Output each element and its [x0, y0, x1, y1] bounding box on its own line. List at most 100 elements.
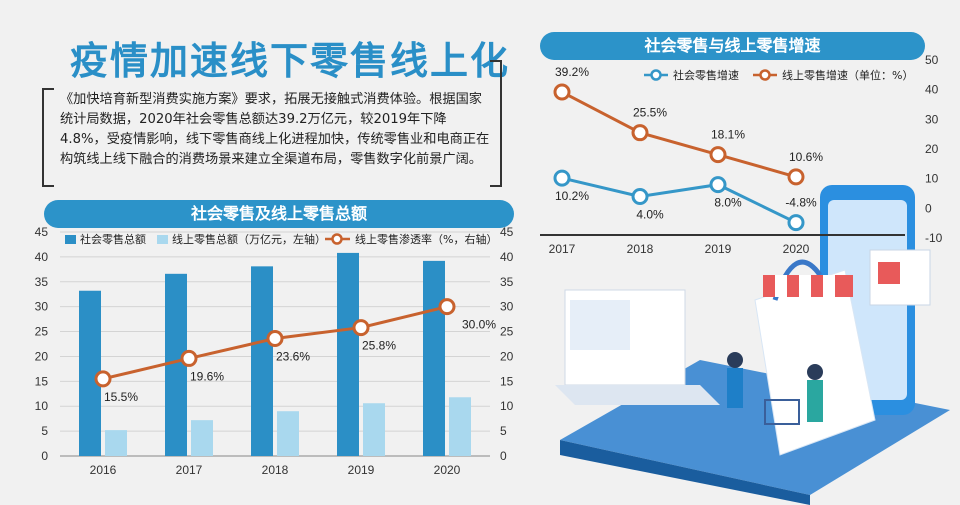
- chart1-x-tick: 2018: [262, 463, 289, 477]
- chart2-online-growth-label: 18.1%: [711, 128, 745, 142]
- chart2-online-growth-point: [709, 146, 727, 164]
- chart1-y-left-tick: 10: [35, 399, 49, 413]
- chart1-penetration-label: 30.0%: [462, 318, 496, 332]
- chart1-y-left-tick: 0: [41, 449, 48, 463]
- chart1-bar-total: [251, 266, 273, 456]
- chart1-y-right-tick: 25: [500, 325, 514, 339]
- chart2-retail-growth-point: [631, 187, 649, 205]
- shopping-illustration: [555, 185, 950, 505]
- awning-stripe: [823, 275, 835, 297]
- shopper-body: [727, 368, 743, 408]
- chart1-x-tick: 2020: [434, 463, 461, 477]
- chart1-y-left-tick: 20: [35, 349, 49, 363]
- chart2-retail-growth-label: 4.0%: [636, 207, 664, 221]
- chart1-y-right-tick: 35: [500, 275, 514, 289]
- shopper-icon: [807, 364, 823, 380]
- chart1-bar-total: [79, 290, 101, 456]
- chart1-y-left-tick: 30: [35, 300, 49, 314]
- chart2-x-tick: 2017: [549, 242, 576, 256]
- chart1-penetration-point: [352, 319, 370, 337]
- chart1-x-tick: 2017: [176, 463, 203, 477]
- chart1-penetration-label: 25.8%: [362, 339, 396, 353]
- awning-stripe: [775, 275, 787, 297]
- chart2-online-growth-label: 10.6%: [789, 150, 823, 164]
- chart2-y-tick: 40: [925, 83, 939, 97]
- awning-stripe: [799, 275, 811, 297]
- chart2-retail-growth-label: 10.2%: [555, 189, 589, 203]
- chart1-x-tick: 2019: [348, 463, 375, 477]
- chart1-legend-swatch: [65, 235, 76, 244]
- chart2-retail-growth-label: 8.0%: [714, 196, 742, 210]
- chart1-penetration-point: [438, 298, 456, 316]
- chart2-y-tick: 20: [925, 142, 939, 156]
- chart1-y-right-tick: 40: [500, 250, 514, 264]
- chart2-y-tick: 50: [925, 53, 939, 67]
- chart1-bar-online: [277, 411, 299, 456]
- laptop-base-icon: [555, 385, 720, 405]
- chart1-y-left-tick: 25: [35, 325, 49, 339]
- chart1-y-right-tick: 10: [500, 399, 514, 413]
- chart2-y-tick: 30: [925, 112, 939, 126]
- shirt-icon: [878, 262, 900, 284]
- chart2-y-tick: -10: [925, 231, 943, 245]
- chart2-title: 社会零售与线上零售增速: [540, 32, 925, 60]
- chart1-y-left-tick: 40: [35, 250, 49, 264]
- chart2-x-tick: 2020: [783, 242, 810, 256]
- chart1-penetration-point: [180, 349, 198, 367]
- quote-bracket-left: [42, 88, 54, 187]
- chart2-retail-growth-label: -4.8%: [785, 196, 817, 210]
- chart1-bar-total: [165, 273, 187, 456]
- chart1-y-left-tick: 35: [35, 275, 49, 289]
- chart1-bar-online: [449, 397, 471, 456]
- chart1-legend-marker: [331, 233, 343, 245]
- chart2-legend-marker: [759, 69, 771, 81]
- cart-icon: [764, 399, 800, 425]
- chart1-y-right-tick: 15: [500, 374, 514, 388]
- chart1-bar-online: [363, 403, 385, 456]
- chart2-online-growth-line: [561, 90, 797, 179]
- chart2-online-growth-point: [553, 83, 571, 101]
- chart2-legend-retail: 社会零售增速: [673, 68, 739, 82]
- chart1-legend-penetration: 线上零售渗透率（%，右轴）: [355, 232, 497, 246]
- chart1-y-right-tick: 0: [500, 449, 507, 463]
- chart1-penetration-point: [94, 370, 112, 388]
- chart1-bar-online: [105, 430, 127, 456]
- chart1-y-left-tick: 45: [35, 225, 49, 239]
- chart1-legend-total: 社会零售总额: [80, 232, 146, 246]
- chart2-online-growth-point: [787, 168, 805, 186]
- chart2-legend-marker: [650, 69, 662, 81]
- chart2-online-growth-point: [631, 124, 649, 142]
- chart2-y-tick: 0: [925, 201, 932, 215]
- chart2-x-tick: 2018: [627, 242, 654, 256]
- chart1-y-left-tick: 5: [41, 424, 48, 438]
- chart1-title: 社会零售及线上零售总额: [44, 200, 514, 228]
- chart2-retail-growth-line: [561, 176, 797, 224]
- chart1-y-right-tick: 5: [500, 424, 507, 438]
- basket-icon: [570, 300, 630, 350]
- chart1-penetration-label: 15.5%: [104, 390, 138, 404]
- chart1-legend-online: 线上零售总额（万亿元，左轴）: [172, 232, 326, 246]
- chart1-bar-total: [337, 252, 359, 456]
- chart1-x-tick: 2016: [90, 463, 117, 477]
- chart2-y-tick: 10: [925, 172, 939, 186]
- chart1-y-left-tick: 15: [35, 374, 49, 388]
- chart1-legend-swatch: [157, 235, 168, 244]
- chart2-retail-growth-point: [787, 214, 805, 232]
- illustration-platform-side: [560, 440, 810, 505]
- chart2-x-tick: 2019: [705, 242, 732, 256]
- chart1-y-right-tick: 20: [500, 349, 514, 363]
- shopper-icon: [727, 352, 743, 368]
- chart2-online-growth-label: 39.2%: [555, 65, 589, 79]
- headline: 疫情加速线下零售线上化: [70, 39, 511, 83]
- chart2-retail-growth-point: [709, 176, 727, 194]
- chart1-penetration-point: [266, 330, 284, 348]
- chart2-retail-growth-point: [553, 169, 571, 187]
- chart1-y-right-tick: 30: [500, 300, 514, 314]
- quote-bracket-right: [490, 60, 502, 187]
- chart1-penetration-label: 19.6%: [190, 369, 224, 383]
- chart2-online-growth-label: 25.5%: [633, 106, 667, 120]
- chart1-bar-online: [191, 420, 213, 456]
- intro-paragraph: 《加快培育新型消费实施方案》要求，拓展无接触式消费体验。根据国家统计局数据，20…: [60, 92, 490, 167]
- chart1-y-right-tick: 45: [500, 225, 514, 239]
